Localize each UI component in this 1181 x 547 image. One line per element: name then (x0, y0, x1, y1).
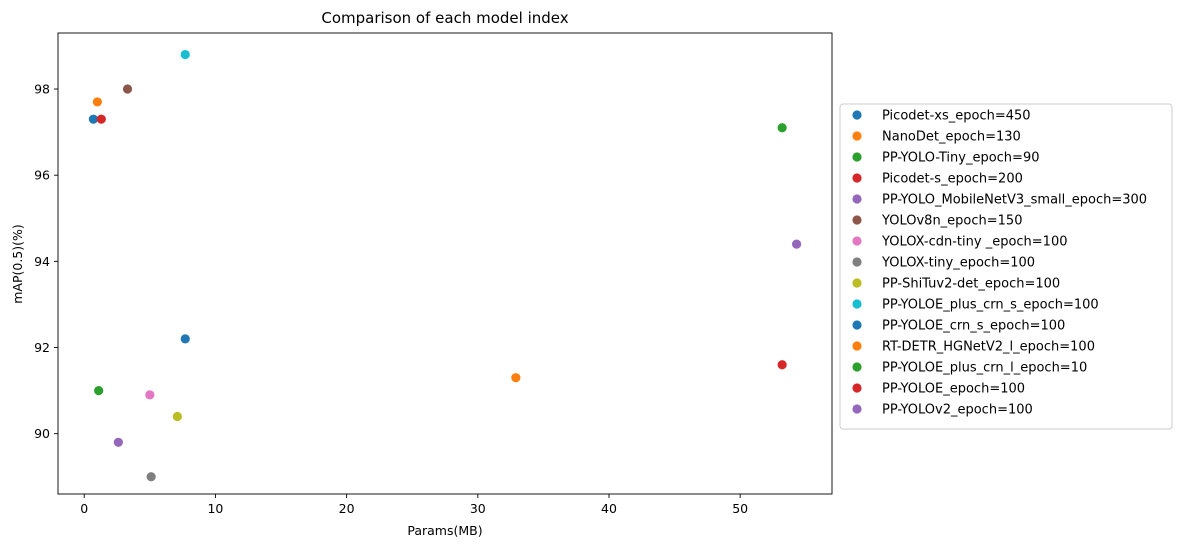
legend: Picodet-xs_epoch=450 NanoDet_epoch=130 PP-… (839, 103, 1173, 430)
legend-label: PP-YOLOE_epoch=100 (882, 382, 1025, 397)
legend-label: PP-YOLO-Tiny_epoch=90 (882, 151, 1040, 166)
x-tick-label: 30 (470, 501, 486, 516)
legend-box (839, 103, 1173, 430)
legend-marker (852, 341, 862, 351)
legend-marker (852, 194, 862, 204)
legend-label: PP-YOLOE_plus_crn_l_epoch=10 (882, 361, 1087, 376)
legend-label: PP-YOLOv2_epoch=100 (882, 403, 1033, 418)
legend-marker (852, 278, 862, 288)
x-tick-label: 40 (601, 501, 617, 516)
chart-title: Comparison of each model index (321, 9, 568, 27)
data-point (113, 437, 123, 447)
legend-label: RT-DETR_HGNetV2_l_epoch=100 (882, 340, 1095, 355)
data-point (146, 472, 156, 482)
data-point (145, 390, 155, 400)
x-axis-title: Params(MB) (407, 523, 482, 538)
y-tick-label: 92 (34, 340, 50, 355)
legend-label: PP-YOLO_MobileNetV3_small_epoch=300 (882, 193, 1147, 208)
data-points (88, 49, 802, 482)
legend-label: YOLOX-tiny_epoch=100 (881, 256, 1035, 271)
y-tick-label: 90 (34, 426, 50, 441)
legend-label: YOLOX-cdn-tiny _epoch=100 (881, 235, 1068, 250)
data-point (180, 334, 190, 344)
legend-marker (852, 131, 862, 141)
legend-label: YOLOv8n_epoch=150 (881, 214, 1022, 229)
legend-label: NanoDet_epoch=130 (882, 130, 1021, 145)
legend-label: Picodet-xs_epoch=450 (882, 109, 1031, 124)
x-tick-label: 10 (207, 501, 223, 516)
data-point (777, 360, 787, 370)
legend-label: Picodet-s_epoch=200 (882, 172, 1023, 187)
data-point (122, 84, 133, 94)
y-tick-label: 96 (34, 168, 50, 183)
x-tick-label: 50 (732, 501, 748, 516)
data-point (88, 114, 99, 124)
legend-marker (852, 215, 862, 225)
data-point (96, 114, 106, 124)
plot-frame (57, 32, 833, 495)
legend-marker (852, 236, 862, 246)
legend-marker (852, 299, 862, 309)
y-tick-label: 94 (34, 254, 50, 269)
data-point (511, 373, 521, 383)
legend-label: PP-ShiTuv2-det_epoch=100 (882, 277, 1060, 292)
data-point (777, 123, 787, 133)
y-axis-title: mAP(0.5)(%) (10, 224, 25, 304)
axes: 0 10 20 30 40 50 90 92 94 96 98 (34, 32, 833, 516)
data-point (172, 411, 182, 422)
x-tick-label: 20 (339, 501, 355, 516)
data-point (92, 97, 102, 107)
legend-marker (852, 320, 862, 330)
y-tick-label: 98 (34, 82, 50, 97)
legend-marker (852, 257, 862, 267)
legend-marker (852, 173, 862, 183)
legend-label: PP-YOLOE_plus_crn_s_epoch=100 (882, 298, 1099, 313)
legend-marker (852, 404, 862, 414)
legend-marker (852, 383, 862, 393)
data-point (791, 239, 802, 249)
legend-marker (852, 110, 862, 120)
x-tick-label: 0 (80, 501, 88, 516)
legend-marker (852, 152, 862, 162)
data-point (180, 49, 190, 60)
data-point (94, 385, 104, 396)
legend-marker (852, 362, 862, 372)
legend-label: PP-YOLOE_crn_s_epoch=100 (882, 319, 1065, 334)
